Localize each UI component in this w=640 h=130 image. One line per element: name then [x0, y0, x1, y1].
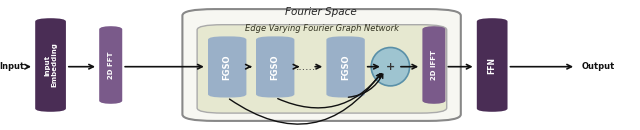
Text: FGSO: FGSO: [223, 54, 232, 80]
FancyBboxPatch shape: [99, 26, 122, 104]
FancyBboxPatch shape: [256, 36, 294, 98]
Text: Input: Input: [0, 62, 24, 71]
Text: FGSO: FGSO: [341, 54, 350, 80]
FancyBboxPatch shape: [208, 36, 246, 98]
FancyBboxPatch shape: [422, 26, 445, 104]
Text: ......: ......: [296, 62, 316, 72]
FancyArrowPatch shape: [278, 74, 381, 108]
Text: Input
Embedding: Input Embedding: [44, 43, 57, 87]
Text: FGSO: FGSO: [271, 54, 280, 80]
Text: FFN: FFN: [488, 57, 497, 73]
Text: 2D IFFT: 2D IFFT: [431, 50, 437, 80]
FancyArrowPatch shape: [348, 74, 383, 97]
Text: 2D FFT: 2D FFT: [108, 51, 114, 79]
Text: Output: Output: [582, 62, 615, 71]
Ellipse shape: [371, 47, 410, 86]
FancyBboxPatch shape: [35, 18, 66, 112]
FancyBboxPatch shape: [326, 36, 365, 98]
Text: Fourier Space: Fourier Space: [285, 7, 357, 17]
FancyBboxPatch shape: [477, 18, 508, 112]
Text: +: +: [386, 62, 395, 72]
FancyBboxPatch shape: [197, 25, 447, 113]
FancyBboxPatch shape: [182, 9, 461, 121]
Text: Edge Varying Fourier Graph Network: Edge Varying Fourier Graph Network: [245, 24, 399, 33]
FancyArrowPatch shape: [230, 74, 380, 124]
